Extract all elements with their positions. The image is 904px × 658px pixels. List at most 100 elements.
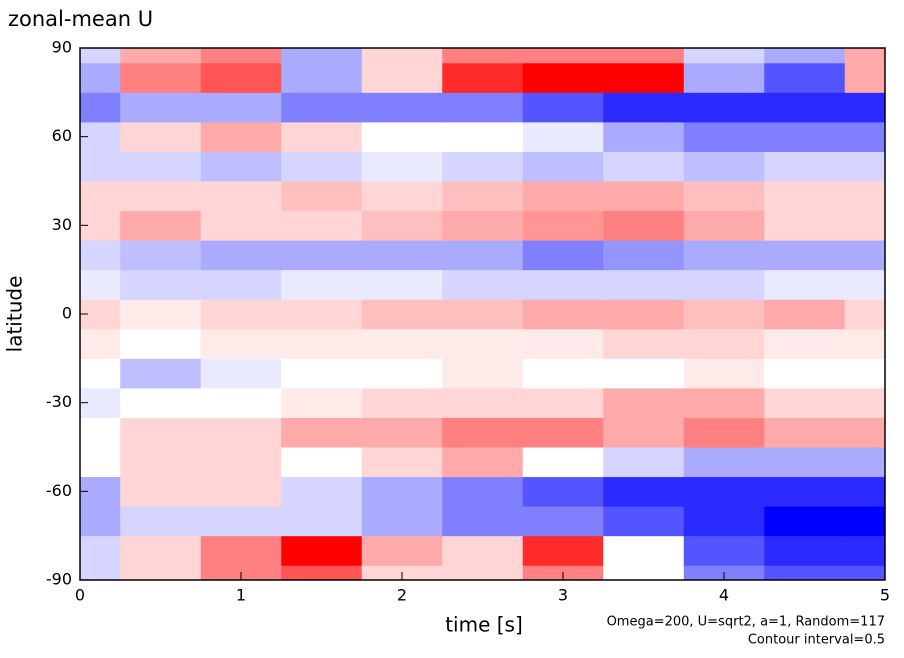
heatmap-cell: [683, 240, 765, 271]
heatmap-cell: [120, 92, 202, 123]
heatmap-cell: [281, 151, 363, 182]
heatmap-cell: [844, 535, 885, 566]
heatmap-cell: [603, 447, 685, 478]
heatmap-cell: [522, 417, 604, 448]
heatmap-cell: [200, 269, 282, 300]
heatmap-cell: [120, 269, 202, 300]
heatmap-cell: [603, 417, 685, 448]
heatmap-cell: [80, 92, 121, 123]
heatmap-cell: [281, 506, 363, 537]
heatmap-cell: [200, 240, 282, 271]
heatmap-cell: [844, 387, 885, 418]
heatmap-cell: [844, 269, 885, 300]
heatmap-cell: [200, 299, 282, 330]
heatmap-cell: [603, 151, 685, 182]
heatmap-cell: [281, 328, 363, 359]
heatmap-cell: [200, 210, 282, 241]
x-tick-label: 2: [397, 586, 407, 605]
heatmap-cell: [522, 447, 604, 478]
heatmap-cell: [683, 181, 765, 212]
heatmap-cell: [603, 240, 685, 271]
heatmap-cell: [442, 151, 524, 182]
heatmap-cell: [764, 535, 846, 566]
heatmap-cell: [200, 535, 282, 566]
heatmap-cell: [764, 151, 846, 182]
heatmap-cell: [281, 447, 363, 478]
heatmap-cell: [764, 447, 846, 478]
heatmap-cell: [361, 447, 443, 478]
heatmap-cell: [522, 48, 604, 64]
heatmap-cell: [200, 506, 282, 537]
heatmap-cell: [683, 506, 765, 537]
heatmap-cell: [200, 151, 282, 182]
heatmap-cell: [764, 210, 846, 241]
heatmap-cell: [361, 92, 443, 123]
heatmap-cell: [281, 565, 363, 580]
heatmap-cell: [442, 417, 524, 448]
heatmap-cell: [844, 240, 885, 271]
heatmap-cell: [80, 328, 121, 359]
heatmap-cell: [200, 181, 282, 212]
heatmap-cell: [80, 269, 121, 300]
heatmap-cells: [80, 48, 885, 580]
heatmap-cell: [200, 358, 282, 389]
heatmap-cell: [281, 476, 363, 507]
heatmap-cell: [603, 535, 685, 566]
heatmap-cell: [281, 535, 363, 566]
y-tick-label: 90: [52, 38, 72, 57]
heatmap-cell: [764, 506, 846, 537]
heatmap-cell: [281, 48, 363, 64]
heatmap-cell: [200, 62, 282, 93]
heatmap-cell: [603, 210, 685, 241]
heatmap-cell: [281, 417, 363, 448]
heatmap-cell: [683, 121, 765, 152]
heatmap-cell: [764, 328, 846, 359]
heatmap-cell: [683, 476, 765, 507]
heatmap-cell: [80, 565, 121, 580]
heatmap-cell: [764, 181, 846, 212]
heatmap-cell: [80, 240, 121, 271]
heatmap-cell: [281, 62, 363, 93]
heatmap-cell: [764, 565, 846, 580]
heatmap-cell: [200, 387, 282, 418]
heatmap-cell: [603, 62, 685, 93]
heatmap-cell: [120, 506, 202, 537]
heatmap-cell: [603, 565, 685, 580]
heatmap-cell: [361, 535, 443, 566]
heatmap-cell: [361, 476, 443, 507]
heatmap-cell: [522, 181, 604, 212]
heatmap-cell: [361, 328, 443, 359]
heatmap-cell: [603, 387, 685, 418]
heatmap-cell: [361, 151, 443, 182]
heatmap-cell: [764, 299, 846, 330]
heatmap-cell: [200, 121, 282, 152]
heatmap-cell: [80, 48, 121, 64]
heatmap-cell: [80, 447, 121, 478]
heatmap-cell: [361, 62, 443, 93]
heatmap-cell: [603, 328, 685, 359]
heatmap-cell: [120, 62, 202, 93]
heatmap-cell: [522, 210, 604, 241]
heatmap-cell: [764, 62, 846, 93]
heatmap-cell: [120, 417, 202, 448]
heatmap-cell: [522, 387, 604, 418]
heatmap-cell: [522, 240, 604, 271]
heatmap-cell: [120, 358, 202, 389]
heatmap-cell: [200, 476, 282, 507]
heatmap-cell: [603, 92, 685, 123]
heatmap-cell: [361, 210, 443, 241]
heatmap-cell: [281, 269, 363, 300]
heatmap-cell: [361, 506, 443, 537]
y-tick-label: 60: [52, 126, 72, 145]
heatmap-cell: [361, 387, 443, 418]
x-tick-label: 4: [719, 586, 729, 605]
heatmap-cell: [120, 476, 202, 507]
heatmap-cell: [844, 210, 885, 241]
heatmap-cell: [442, 62, 524, 93]
heatmap-cell: [764, 48, 846, 64]
heatmap-cell: [683, 269, 765, 300]
heatmap-cell: [442, 299, 524, 330]
heatmap-cell: [603, 48, 685, 64]
heatmap-cell: [120, 48, 202, 64]
